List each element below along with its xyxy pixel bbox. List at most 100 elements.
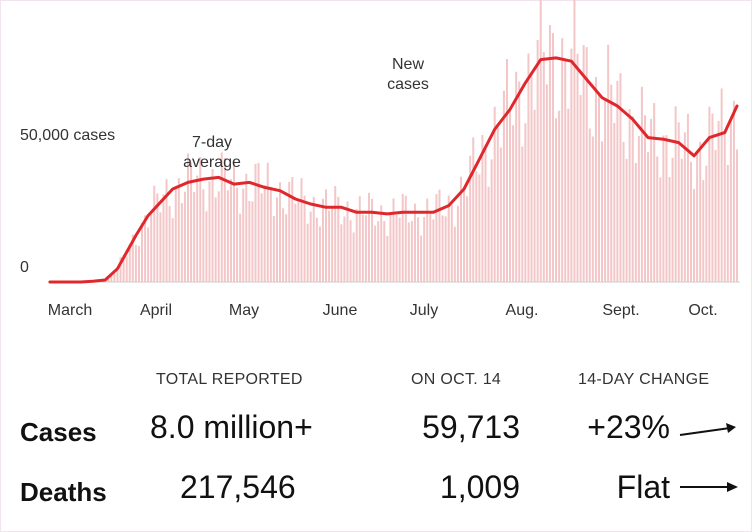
daily-bar [401,193,404,282]
x-tick-label: March [48,302,92,319]
daily-bar [337,197,340,282]
daily-bar [266,162,269,282]
daily-bar [180,203,183,282]
daily-bar [714,150,717,282]
daily-bar [260,193,263,282]
daily-bar [588,128,591,282]
daily-bar [144,215,147,282]
daily-bar [726,164,729,282]
cases-change: +23% [587,409,670,445]
daily-bar [349,220,352,282]
daily-bar [168,206,171,282]
daily-bar [119,256,122,282]
daily-bar [490,159,493,282]
daily-bar [665,135,668,282]
daily-bar [404,195,407,282]
daily-bar [502,90,505,282]
daily-bar [315,217,318,282]
column-header-total: TOTAL REPORTED [156,371,303,388]
cases-day: 59,713 [422,409,520,445]
daily-bar [346,201,349,282]
daily-bar [248,200,251,282]
daily-bar [113,273,116,282]
daily-bar [478,174,481,282]
cases-total: 8.0 million+ [150,409,313,445]
daily-bar [193,191,196,282]
daily-bar [545,84,548,282]
daily-bar [321,198,324,282]
daily-bar [395,214,398,282]
daily-bar [410,220,413,282]
daily-bar [481,135,484,282]
daily-bar [291,177,294,282]
daily-bar [423,216,426,282]
daily-bar [683,132,686,282]
daily-bar [171,218,174,282]
daily-bar [254,163,257,282]
daily-bar [564,60,567,283]
daily-bar [650,118,653,283]
daily-bar [723,133,726,282]
daily-bar [177,178,180,282]
daily-bar [459,176,462,282]
daily-bar [693,189,696,282]
daily-bar [229,179,232,282]
daily-bar [637,135,640,282]
y-tick-label: 0 [20,259,29,276]
daily-bar [613,122,616,282]
daily-bar [208,181,211,282]
daily-bar [509,110,512,282]
daily-bar [294,203,297,282]
row-label-deaths: Deaths [20,477,107,507]
daily-bar [472,137,475,282]
daily-cases-bars [82,0,738,283]
daily-bar [211,169,214,282]
daily-bar [389,214,392,282]
daily-bar [475,171,478,282]
deaths-day: 1,009 [439,469,520,505]
daily-bar [288,181,291,282]
daily-bar [374,225,377,282]
daily-bar [640,86,643,283]
daily-bar [251,201,254,282]
daily-bar [300,178,303,282]
row-label-cases: Cases [20,417,97,447]
x-tick-label: Oct. [688,302,717,319]
daily-bar [720,88,723,283]
daily-bar [128,244,131,282]
daily-bar [156,193,159,282]
deaths-total: 217,546 [180,469,296,505]
daily-bar [159,212,162,282]
daily-bar [558,110,561,283]
daily-bar [450,204,453,282]
x-tick-label: Aug. [506,302,539,319]
daily-bar [328,210,331,282]
seven-day-average-line [48,56,739,284]
daily-bar [674,106,677,282]
daily-bar [576,53,579,283]
daily-bar [398,217,401,282]
daily-bar [634,162,637,282]
daily-bar [153,185,156,282]
daily-bar [555,118,558,282]
daily-bar [453,226,456,282]
cases-chart: 50,000 cases 0 March April May June July Aug. S… [20,0,740,319]
daily-bar [570,48,573,282]
daily-bar [518,81,521,282]
daily-bar [279,182,282,282]
daily-bar [493,106,496,282]
daily-bar [110,273,113,282]
daily-bar [245,173,248,282]
daily-bar [567,108,570,282]
daily-bar [312,196,315,282]
daily-bar [383,221,386,282]
daily-bar [257,162,260,282]
daily-bar [275,197,278,282]
column-header-change: 14-DAY CHANGE [578,371,710,388]
daily-bar [711,113,714,282]
daily-bar [367,192,370,282]
daily-bar [223,157,226,282]
daily-bar [456,205,459,282]
daily-bar [594,77,597,282]
